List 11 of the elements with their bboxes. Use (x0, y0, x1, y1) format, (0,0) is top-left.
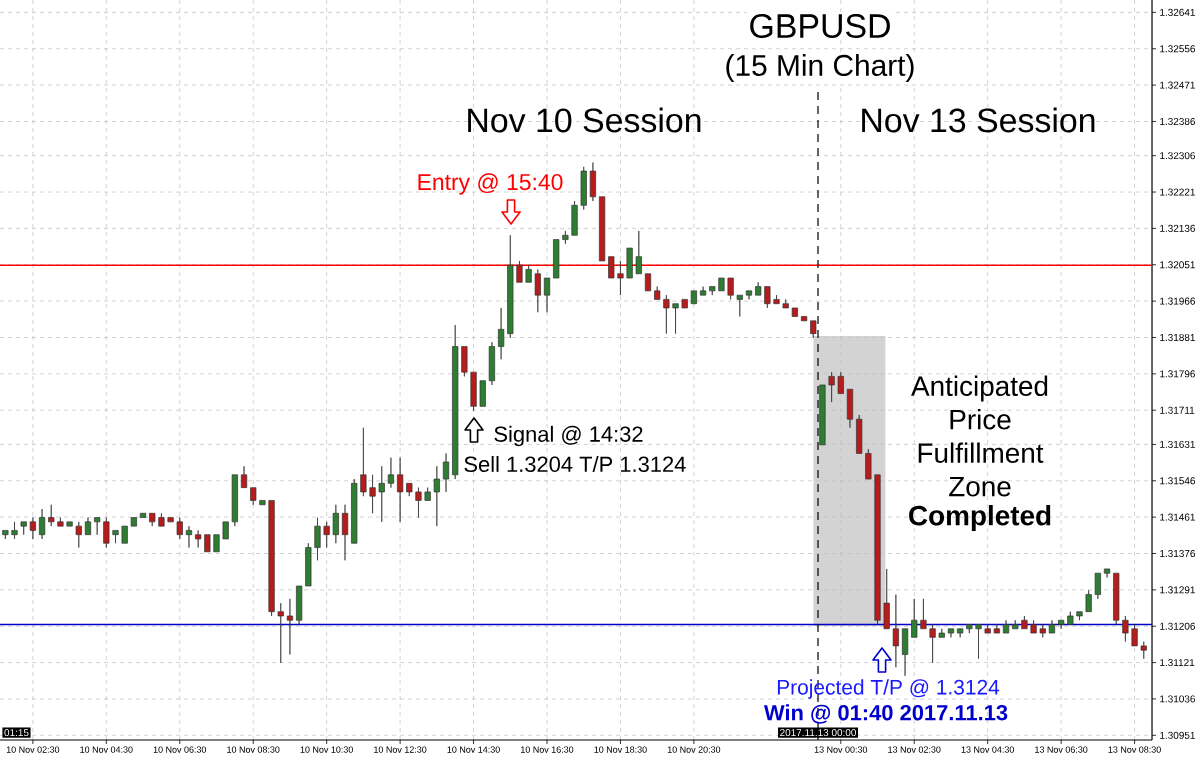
annotation: Projected T/P @ 1.3124 (777, 679, 1000, 699)
text: (15 Min Chart) (726, 54, 914, 82)
chart-title: GBPUSD (750, 14, 890, 38)
annotation: Win @ 01:40 2017.11.13 (763, 704, 1008, 724)
annotation: Nov 10 Session (468, 107, 701, 133)
annotation: Signal @ 14:32 (494, 425, 643, 447)
annotation: Entry @ 15:40 (418, 173, 563, 195)
annotation: Sell 1.3204 T/P 1.3124 (464, 455, 686, 473)
annotation: Completed (909, 504, 1051, 531)
annotation: Anticipated Price Fulfillment Zone (911, 375, 1048, 497)
annotation: Nov 13 Session (862, 107, 1095, 133)
